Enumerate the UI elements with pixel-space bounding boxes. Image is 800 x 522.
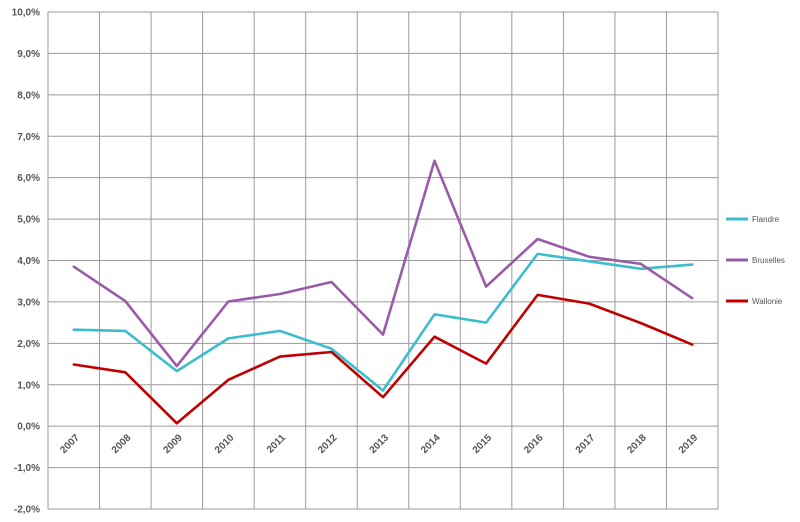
series-lines xyxy=(72,159,694,425)
series-line-wallonie xyxy=(72,293,694,425)
x-axis-ticks: 2007 2008 2009 2010 2011 2012 2013 2014 2015 2016… xyxy=(58,432,700,456)
legend-label-bruxelles: Bruxelles xyxy=(752,256,785,265)
y-tick-label: 6,0% xyxy=(17,173,40,184)
x-tick-label: 2019 xyxy=(677,432,701,456)
x-tick-label: 2012 xyxy=(316,432,340,456)
y-tick-label: 4,0% xyxy=(17,256,40,267)
x-tick-label: 2016 xyxy=(522,432,546,456)
x-tick-label: 2013 xyxy=(368,432,392,456)
legend-label-wallonie: Wallonie xyxy=(752,297,783,306)
x-tick-label: 2008 xyxy=(110,432,134,456)
y-tick-label: 2,0% xyxy=(17,339,40,350)
x-tick-label: 2018 xyxy=(625,432,649,456)
y-tick-label: -2,0% xyxy=(14,505,40,516)
y-tick-label: 1,0% xyxy=(17,380,40,391)
legend-label-flandre: Flandre xyxy=(752,215,780,224)
legend: Flandre Bruxelles Wallonie xyxy=(726,215,785,306)
x-tick-label: 2007 xyxy=(58,432,82,456)
x-tick-label: 2015 xyxy=(471,432,495,456)
series-line-bruxelles xyxy=(72,159,694,368)
x-tick-label: 2009 xyxy=(161,432,185,456)
x-tick-label: 2017 xyxy=(574,432,598,456)
y-tick-label: 5,0% xyxy=(17,215,40,226)
x-tick-label: 2011 xyxy=(265,432,288,455)
y-tick-label: 10,0% xyxy=(12,8,40,19)
series-line-flandre xyxy=(72,252,694,392)
y-tick-label: 8,0% xyxy=(17,90,40,101)
y-tick-label: 3,0% xyxy=(17,297,40,308)
y-axis-ticks: -2,0% -1,0% 0,0% 1,0% 2,0% 3,0% 4,0% 5,0% 6,0% 7,… xyxy=(12,8,40,516)
y-tick-label: 7,0% xyxy=(17,132,40,143)
y-tick-label: 0,0% xyxy=(17,422,40,433)
y-tick-label: 9,0% xyxy=(17,49,40,60)
y-tick-label: -1,0% xyxy=(14,463,40,474)
x-tick-label: 2010 xyxy=(213,432,237,456)
x-tick-label: 2014 xyxy=(419,432,443,456)
